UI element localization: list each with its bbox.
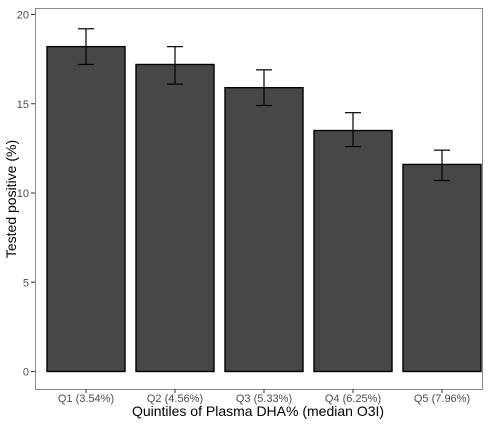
plot-panel-border [35, 8, 483, 390]
error-bar-4 [345, 112, 361, 148]
error-bar-3 [256, 69, 272, 107]
x-tick-label-4: Q4 (6.25%) [325, 393, 381, 405]
y-tick-label-10: 10 [17, 188, 29, 200]
error-bar-1 [78, 28, 94, 66]
bar-4 [313, 129, 393, 373]
x-tick-label-5: Q5 (7.96%) [414, 393, 470, 405]
x-tick-label-1: Q1 (3.54%) [58, 393, 114, 405]
x-axis: Q1 (3.54%) Q2 (4.56%) Q3 (5.33%) Q4 (6.25%)… [58, 389, 470, 405]
y-axis-title: Tested positive (%) [3, 140, 19, 258]
y-axis: 0 5 10 15 20 [17, 10, 35, 379]
y-tick-label-5: 5 [23, 277, 29, 289]
bar-5 [402, 163, 482, 373]
error-bar-5 [434, 149, 450, 182]
bars-group [46, 45, 482, 373]
y-tick-label-15: 15 [17, 99, 29, 111]
error-bar-2 [167, 46, 183, 85]
y-tick-label-0: 0 [23, 367, 29, 379]
x-axis-title: Quintiles of Plasma DHA% (median O3I) [132, 403, 384, 419]
bar-2 [135, 63, 215, 373]
x-tick-label-3: Q3 (5.33%) [236, 393, 292, 405]
y-tick-label-20: 20 [17, 10, 29, 22]
error-bars-group [78, 28, 450, 182]
x-tick-label-2: Q2 (4.56%) [147, 393, 203, 405]
bar-1 [46, 45, 126, 373]
bar-3 [224, 86, 304, 373]
